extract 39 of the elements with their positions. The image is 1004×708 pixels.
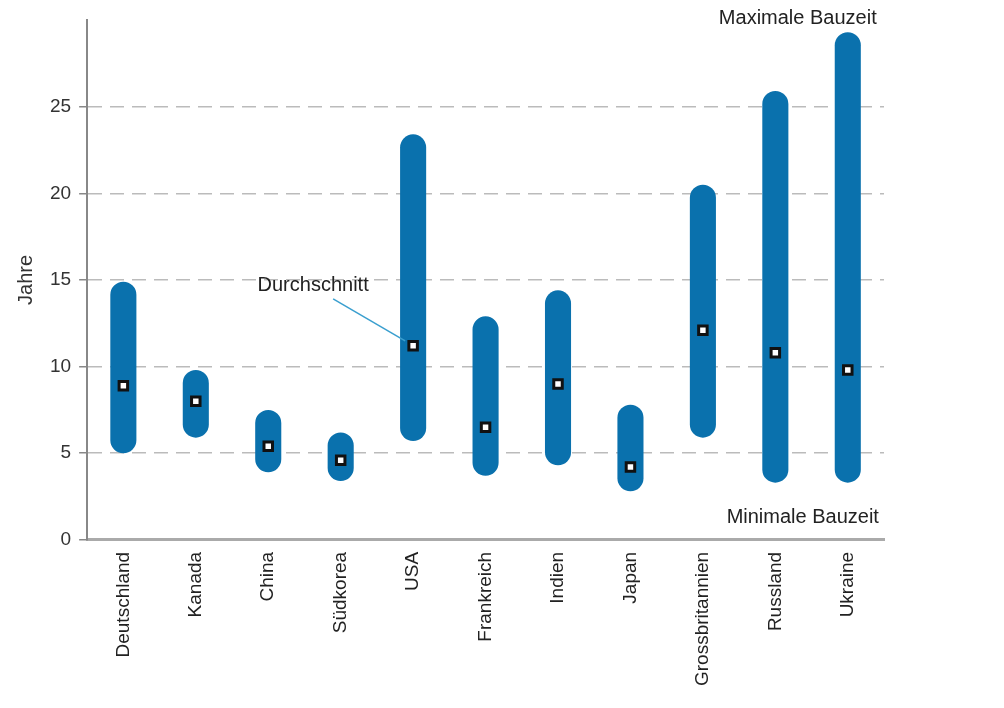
y-tick-label: 20 <box>49 181 72 203</box>
point <box>552 378 564 390</box>
x-tick-label: USA <box>401 551 423 591</box>
x-tick-label: Kanada <box>184 551 206 618</box>
x-tick-label: Grossbritannien <box>691 551 713 686</box>
x-tick-label: Indien <box>546 551 568 604</box>
annotation: Maximale Bauzeit <box>718 6 878 29</box>
y-axis-title: Jahre <box>13 254 36 305</box>
annotation: Minimale Bauzeit <box>726 504 880 527</box>
point <box>842 364 854 376</box>
y-tick-label: 10 <box>49 354 72 376</box>
point <box>117 379 130 392</box>
y-tick-label: 0 <box>60 528 72 550</box>
x-tick-label: Südkorea <box>328 551 350 634</box>
bar <box>834 32 861 483</box>
bar <box>617 404 644 492</box>
x-tick-label: Frankreich <box>473 551 495 642</box>
bar <box>472 316 499 476</box>
annotation: Durchschnitt <box>257 272 370 295</box>
bar <box>400 134 427 442</box>
point <box>407 340 419 352</box>
point <box>479 421 492 433</box>
y-tick-label: 25 <box>49 94 72 116</box>
x-tick-label: Japan <box>618 551 640 604</box>
point <box>262 440 274 453</box>
bar <box>762 91 789 483</box>
point <box>769 346 782 359</box>
y-tick-label: 5 <box>60 441 72 463</box>
y-tick-label: 15 <box>49 268 72 290</box>
bar <box>689 184 716 438</box>
x-tick-label: Deutschland <box>111 551 133 658</box>
x-tick-label: China <box>256 551 278 602</box>
x-tick-label: Ukraine <box>836 551 858 618</box>
point <box>190 395 202 407</box>
x-tick-label: Russland <box>763 551 785 632</box>
point <box>624 461 637 473</box>
bar <box>544 290 572 466</box>
bar <box>110 281 137 454</box>
point <box>697 324 709 336</box>
